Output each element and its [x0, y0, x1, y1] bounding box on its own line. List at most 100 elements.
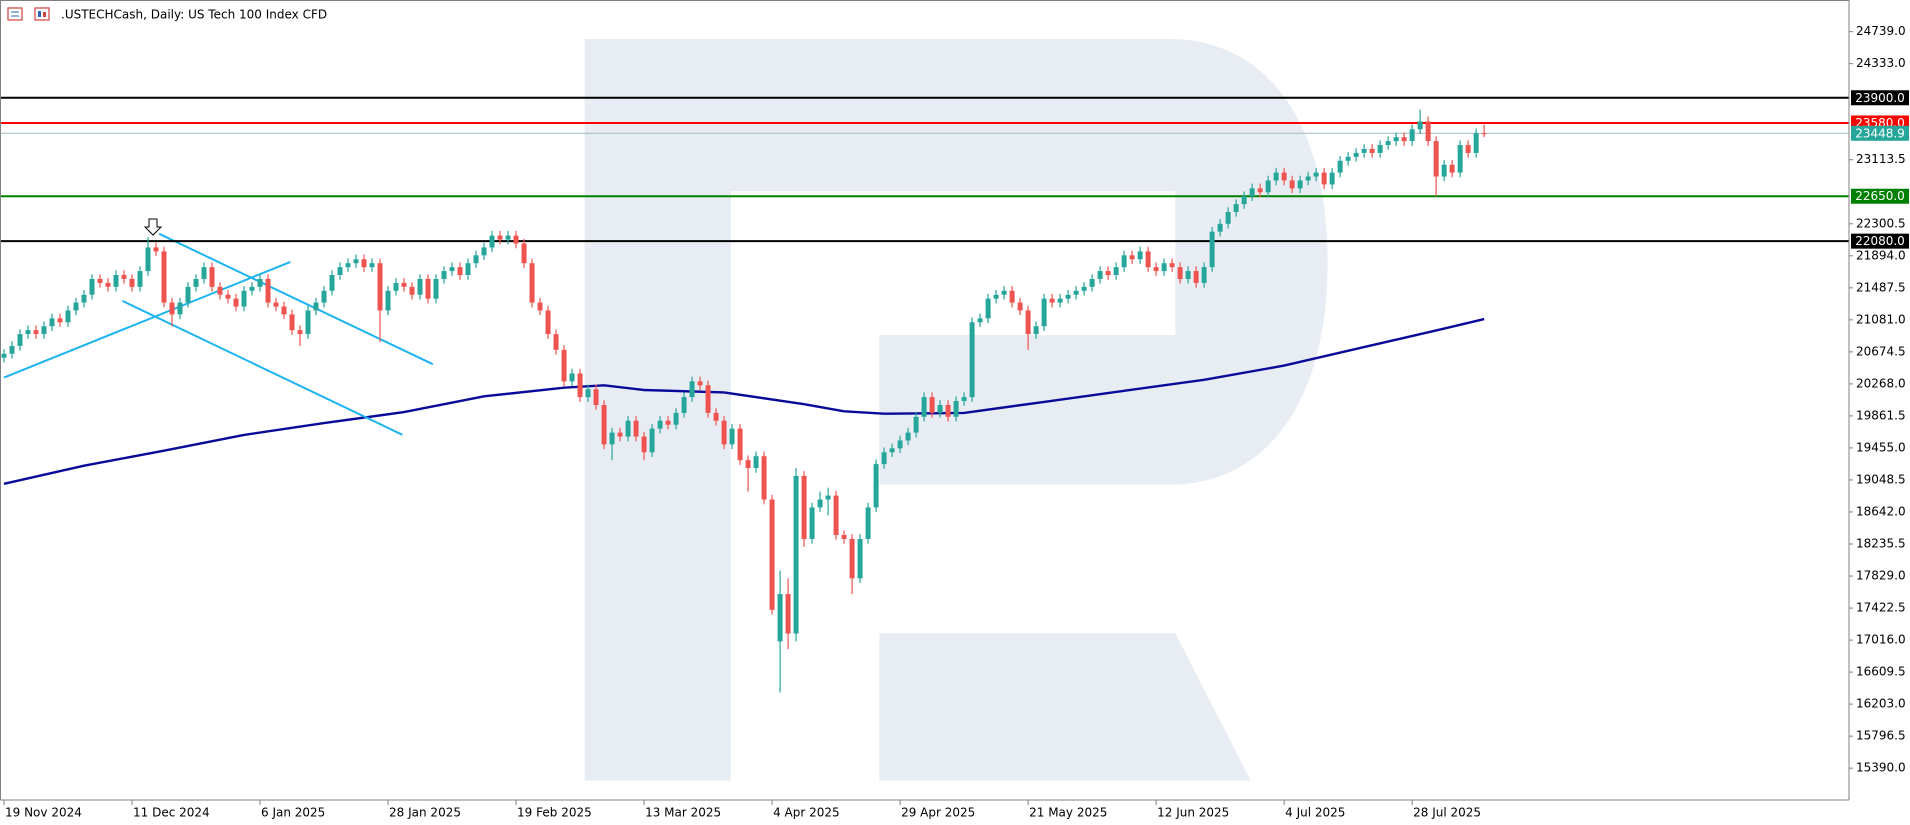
- candle-body: [737, 428, 743, 461]
- y-tick-label: 15796.5: [1856, 729, 1906, 743]
- x-tick-label: 19 Nov 2024: [5, 806, 82, 820]
- candle-body: [1209, 231, 1215, 268]
- candle-body: [1177, 267, 1183, 279]
- x-tick-label: 4 Apr 2025: [773, 806, 840, 820]
- candle-body: [1425, 121, 1431, 142]
- candle-body: [1201, 267, 1207, 283]
- trendline: [3, 260, 291, 379]
- candle-body: [937, 405, 943, 413]
- candle-body: [425, 278, 431, 299]
- candle-body: [833, 495, 839, 535]
- y-tick-label: 22300.5: [1856, 216, 1906, 230]
- candle-body: [609, 432, 615, 445]
- candle-body: [761, 456, 767, 500]
- candle-body: [273, 302, 279, 307]
- candle-body: [1137, 251, 1143, 260]
- candle-body: [105, 282, 111, 287]
- header-icons: [7, 7, 50, 21]
- candle-body: [1417, 121, 1423, 130]
- y-tick-label: 15390.0: [1856, 761, 1906, 775]
- candle-body: [1193, 271, 1199, 283]
- candle-body: [1065, 294, 1071, 299]
- candle-body: [1057, 298, 1063, 303]
- plot-area: [0, 96, 1849, 693]
- candle-body: [1273, 172, 1279, 181]
- candle-body: [385, 290, 391, 311]
- candle-body: [233, 298, 239, 307]
- candle-body: [633, 420, 639, 437]
- y-tick-label: 17016.0: [1856, 633, 1906, 647]
- candle-body: [169, 302, 175, 315]
- candle-body: [1329, 172, 1335, 185]
- candle-body: [1289, 180, 1295, 189]
- candle-body: [577, 373, 583, 398]
- candle-body: [649, 428, 655, 453]
- x-tick-label: 13 Mar 2025: [645, 806, 721, 820]
- y-tick-label: 16609.5: [1856, 665, 1906, 679]
- candle-body: [1041, 298, 1047, 327]
- x-tick-label: 21 May 2025: [1029, 806, 1107, 820]
- candle-body: [409, 286, 415, 295]
- candle-body: [1217, 223, 1223, 232]
- candle-body: [961, 397, 967, 402]
- candle-body: [1345, 156, 1351, 161]
- candle-body: [481, 247, 487, 256]
- candle-body: [473, 255, 479, 264]
- candle-body: [65, 310, 71, 323]
- candle-body: [1361, 148, 1367, 153]
- candle-body: [1161, 263, 1167, 272]
- candle-body: [865, 507, 871, 539]
- candle-body: [977, 318, 983, 323]
- candle-body: [945, 405, 951, 417]
- candle-body: [441, 271, 447, 279]
- candle-body: [89, 278, 95, 295]
- candle-body: [1457, 145, 1463, 173]
- moving-average: [3, 317, 1485, 485]
- candle-body: [145, 247, 151, 272]
- candle-body: [1025, 310, 1031, 335]
- candle-body: [953, 401, 959, 417]
- y-tick-label: 21487.5: [1856, 280, 1906, 294]
- candle-body: [313, 302, 319, 311]
- y-tick-label: 20268.0: [1856, 376, 1906, 390]
- candle-body: [1297, 180, 1303, 189]
- y-tick-label: 19861.5: [1856, 408, 1906, 422]
- candle-body: [1265, 180, 1271, 193]
- candle-body: [1433, 141, 1439, 177]
- candle-body: [457, 267, 463, 276]
- candle-body: [1145, 251, 1151, 268]
- candle-body: [1321, 172, 1327, 185]
- candle-body: [713, 412, 719, 421]
- candle-body: [361, 259, 367, 268]
- y-tick-label: 24739.0: [1856, 24, 1906, 38]
- candle-body: [665, 420, 671, 425]
- candle-body: [793, 475, 799, 634]
- candle-body: [825, 495, 831, 500]
- candle-body: [513, 235, 519, 244]
- candle-body: [1017, 302, 1023, 311]
- candle-body: [625, 420, 631, 437]
- trendline: [158, 232, 434, 366]
- candle-body: [281, 306, 287, 315]
- candle-body: [449, 267, 455, 272]
- axis-layer: 24739.0 24333.0 23113.5 22300.5 21894.0 21487…: [3, 24, 1909, 820]
- candle-body: [465, 263, 471, 276]
- candle-body: [897, 440, 903, 449]
- y-tick-label: 19048.5: [1856, 472, 1906, 486]
- candle-body: [1465, 145, 1471, 153]
- y-tick-label: 20674.5: [1856, 344, 1906, 358]
- level-label: 22080.0: [1855, 234, 1905, 248]
- candle-body: [689, 381, 695, 398]
- candle-body: [1081, 286, 1087, 291]
- last-price-bg: [1851, 125, 1909, 141]
- level-label-bg: [1851, 90, 1909, 106]
- candle-body: [617, 432, 623, 437]
- candle-body: [569, 373, 575, 382]
- candle-body: [57, 318, 63, 323]
- candle-body: [681, 397, 687, 413]
- candle-body: [217, 286, 223, 295]
- candle-body: [505, 235, 511, 240]
- candle-body: [121, 275, 127, 279]
- level-label: 23900.0: [1855, 91, 1905, 105]
